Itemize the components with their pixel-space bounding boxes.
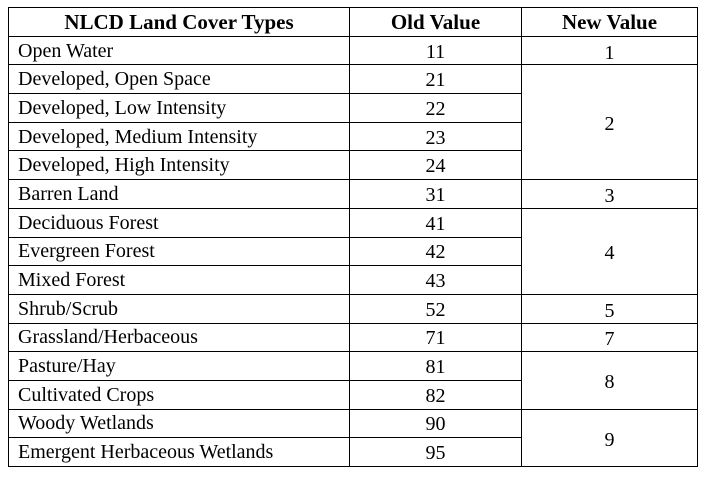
land-cover-type-cell: Woody Wetlands <box>8 408 350 439</box>
old-value-cell: 42 <box>349 236 522 267</box>
table-row: Evergreen Forest 42 <box>8 236 698 267</box>
land-cover-type-cell: Developed, Open Space <box>8 64 350 95</box>
table-row: Barren Land 31 3 <box>8 179 698 209</box>
old-value-cell: 95 <box>349 437 522 467</box>
land-cover-type-cell: Barren Land <box>8 179 350 209</box>
old-value-cell: 21 <box>349 64 522 95</box>
new-value-cell: 2 <box>521 64 698 181</box>
table-row: Pasture/Hay 81 8 <box>8 351 698 410</box>
table-row: Developed, High Intensity 24 <box>8 150 698 181</box>
land-cover-type-cell: Deciduous Forest <box>8 207 350 238</box>
header-row: NLCD Land Cover Types Old Value New Valu… <box>8 7 698 37</box>
old-value-cell: 82 <box>349 379 522 410</box>
table-row: Mixed Forest 43 <box>8 265 698 295</box>
old-value-cell: 90 <box>349 408 522 439</box>
old-value-cell: 24 <box>349 150 522 181</box>
old-value-cell: 52 <box>349 293 522 324</box>
new-value-cell: 9 <box>521 408 698 468</box>
land-cover-type-cell: Open Water <box>8 35 350 66</box>
land-cover-type-cell: Mixed Forest <box>8 265 350 295</box>
land-cover-type-cell: Shrub/Scrub <box>8 293 350 324</box>
land-cover-type-cell: Pasture/Hay <box>8 351 350 381</box>
old-value-cell: 11 <box>349 35 522 66</box>
land-cover-type-cell: Evergreen Forest <box>8 236 350 267</box>
table-row: Emergent Herbaceous Wetlands 95 <box>8 437 698 467</box>
land-cover-type-cell: Cultivated Crops <box>8 379 350 410</box>
land-cover-type-cell: Developed, High Intensity <box>8 150 350 181</box>
old-value-cell: 23 <box>349 121 522 152</box>
table-row: Developed, Medium Intensity 23 <box>8 121 698 152</box>
new-value-cell: 8 <box>521 351 698 410</box>
table-row: Developed, Low Intensity 22 <box>8 93 698 123</box>
table-row: Shrub/Scrub 52 5 <box>8 293 698 324</box>
table-row: Cultivated Crops 82 <box>8 379 698 410</box>
new-value-cell: 3 <box>521 179 698 209</box>
old-value-cell: 41 <box>349 207 522 238</box>
old-value-cell: 81 <box>349 351 522 381</box>
table-row: Woody Wetlands 90 9 <box>8 408 698 468</box>
table-row: Grassland/Herbaceous 71 7 <box>8 322 698 353</box>
land-cover-reclassification-table: NLCD Land Cover Types Old Value New Valu… <box>8 7 698 468</box>
header-new-value: New Value <box>521 7 698 37</box>
old-value-cell: 22 <box>349 93 522 123</box>
header-old-value: Old Value <box>349 7 522 37</box>
old-value-cell: 31 <box>349 179 522 209</box>
land-cover-type-cell: Developed, Medium Intensity <box>8 121 350 152</box>
land-cover-type-cell: Developed, Low Intensity <box>8 93 350 123</box>
land-cover-type-cell: Grassland/Herbaceous <box>8 322 350 353</box>
new-value-cell: 4 <box>521 207 698 295</box>
header-land-cover-types: NLCD Land Cover Types <box>8 7 350 37</box>
table-row: Developed, Open Space 21 2 <box>8 64 698 181</box>
table-row: Deciduous Forest 41 4 <box>8 207 698 295</box>
new-value-cell: 7 <box>521 322 698 353</box>
new-value-cell: 5 <box>521 293 698 324</box>
old-value-cell: 71 <box>349 322 522 353</box>
new-value-cell: 1 <box>521 35 698 66</box>
table-row: Open Water 11 1 <box>8 35 698 66</box>
land-cover-type-cell: Emergent Herbaceous Wetlands <box>8 437 350 467</box>
old-value-cell: 43 <box>349 265 522 295</box>
